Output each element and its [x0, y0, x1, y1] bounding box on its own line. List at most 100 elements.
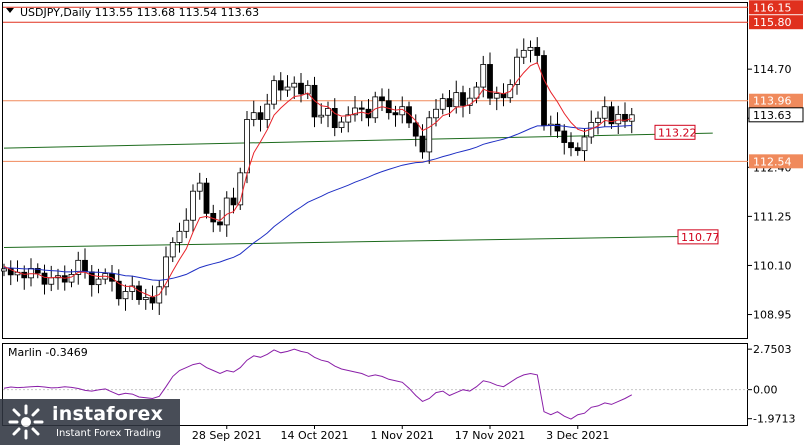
price-labels: 116.15 115.80 113.96 112.54 113.63 113.22 110.…	[654, 0, 804, 245]
bull-candle	[520, 49, 527, 58]
bull-candle	[318, 114, 325, 118]
x-tick-label: 3 Dec 2021	[546, 429, 609, 442]
symbol-header: USDJPY,Daily 113.55 113.68 113.54 113.63	[20, 6, 259, 19]
current-price-label: 113.63	[753, 109, 792, 122]
level-price-box	[749, 0, 803, 15]
oscillator-y-tick-label: 2.7503	[753, 343, 792, 356]
y-tick-label: 111.25	[753, 210, 792, 223]
bull-candle	[433, 108, 439, 119]
bull-candle	[223, 197, 230, 226]
bear-candle	[61, 275, 68, 283]
bull-candle	[453, 92, 460, 108]
bull-candle	[466, 97, 473, 106]
oscillator-label: Marlin -0.3469	[8, 346, 88, 359]
bear-candle	[217, 221, 223, 226]
x-tick-label: 14 Oct 2021	[280, 429, 348, 442]
current-price-box	[748, 107, 804, 123]
bear-candle	[298, 82, 304, 95]
bear-candle	[487, 64, 493, 99]
instaforex-logo-icon	[8, 404, 44, 440]
bull-candle	[237, 172, 244, 206]
oscillator-pane-frame	[2, 343, 748, 426]
bear-candle	[7, 268, 14, 276]
bear-candle	[257, 112, 264, 120]
level-price-label: 115.80	[753, 16, 792, 29]
bull-candle	[345, 114, 352, 123]
bear-candle	[568, 142, 574, 149]
bear-candle	[574, 147, 581, 152]
bear-candle	[446, 98, 453, 108]
bear-candle	[230, 197, 237, 206]
x-tick-label: 1 Nov 2021	[371, 429, 434, 442]
x-tick-label: 28 Sep 2021	[192, 429, 262, 442]
bear-candle	[460, 92, 466, 106]
bull-candle	[527, 46, 534, 51]
bull-candle	[95, 278, 102, 286]
bull-candle	[426, 117, 433, 153]
bear-candle	[149, 297, 156, 304]
trend-target-label: 110.77	[681, 231, 720, 244]
bear-candle	[358, 107, 365, 110]
bull-candle	[48, 277, 55, 285]
bear-candle	[41, 272, 48, 285]
bear-candle	[203, 182, 210, 214]
level-price-label: 116.15	[753, 1, 792, 14]
bull-candle	[628, 114, 635, 122]
bear-candle	[34, 268, 41, 274]
bull-candle	[514, 56, 520, 85]
bull-candle	[493, 93, 500, 99]
bull-candle	[68, 274, 75, 283]
bull-candle	[183, 219, 190, 232]
bear-candle	[82, 259, 88, 273]
level-price-box	[749, 93, 803, 108]
bull-candle	[75, 259, 82, 275]
x-tick-label: 17 Nov 2021	[455, 429, 525, 442]
collapse-triangle-icon[interactable]	[6, 8, 14, 13]
trend-target-box	[654, 124, 696, 140]
marlin-line	[3, 348, 633, 420]
bear-candle	[331, 108, 338, 129]
y-tick-label: 108.95	[753, 309, 792, 322]
ma-slow-line	[3, 125, 632, 281]
bull-candle	[190, 190, 196, 221]
watermark-brand: instaforex	[52, 403, 164, 425]
trend-target-box	[677, 229, 719, 245]
bull-candle	[169, 242, 176, 258]
bull-candle	[325, 108, 331, 116]
bull-candle	[581, 136, 588, 152]
oscillator-series	[3, 348, 748, 420]
bull-candle	[142, 297, 149, 300]
oscillator-y-tick-label: 0.00	[753, 384, 778, 397]
bear-candle	[608, 106, 615, 125]
bull-candle	[291, 82, 298, 88]
bull-candle	[1, 268, 7, 272]
oscillator-y-tick-label: -1.9713	[753, 413, 795, 426]
bull-candle	[176, 230, 183, 243]
trend-target-label: 113.22	[658, 126, 697, 139]
bear-candle	[534, 46, 541, 56]
bear-candle	[379, 96, 385, 102]
bear-candle	[412, 122, 419, 137]
bull-candle	[480, 64, 487, 88]
trend-line	[3, 235, 713, 249]
bull-candle	[284, 86, 291, 91]
trend-line	[3, 132, 713, 149]
bear-candle	[622, 113, 628, 122]
level-price-box	[749, 15, 803, 30]
bear-candle	[115, 280, 122, 300]
bear-candle	[406, 106, 412, 124]
instaforex-watermark: instaforex Instant Forex Trading	[0, 399, 180, 445]
bear-candle	[277, 80, 284, 91]
bear-candle	[392, 112, 399, 116]
level-price-label: 112.54	[753, 155, 792, 168]
bull-candle	[338, 121, 345, 129]
bull-candle	[163, 256, 169, 288]
level-price-box	[749, 154, 803, 169]
trend-lines	[3, 132, 713, 249]
bull-candle	[439, 98, 446, 110]
level-price-label: 113.96	[753, 95, 792, 108]
main-pane-frame	[2, 2, 748, 339]
bull-candle	[615, 113, 622, 125]
bull-candle	[601, 106, 608, 119]
